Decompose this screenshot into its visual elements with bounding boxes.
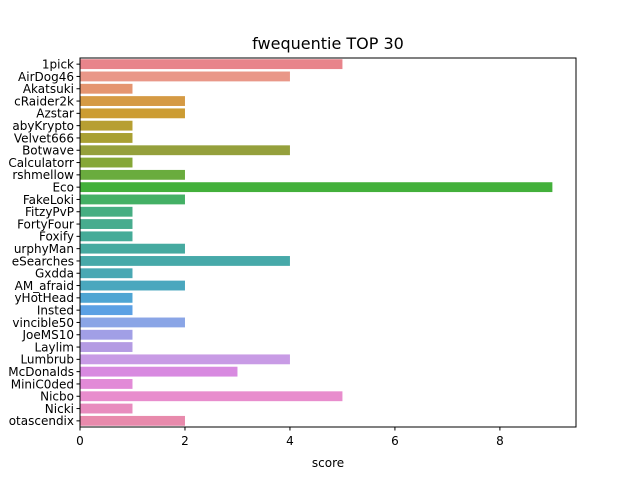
y-tick-label: Botwave [22, 144, 74, 158]
y-tick-label: MiniC0ded [11, 377, 74, 391]
bar-yhothead [80, 292, 133, 303]
bar-velvet666 [80, 133, 133, 143]
bar-urphyman [80, 243, 185, 254]
y-tick-label: Azstar [36, 107, 74, 121]
y-tick-label: Calculatorr [8, 156, 74, 170]
plot-frame [79, 57, 577, 428]
y-tick-label: FakeLoki [23, 193, 74, 207]
x-tick-label: 2 [181, 434, 189, 448]
bar-mcdonalds [80, 366, 238, 377]
y-tick-label: Velvet666 [14, 131, 74, 145]
bar-eco [80, 182, 553, 193]
bars-group [80, 59, 553, 426]
bar-botwave [80, 145, 290, 156]
y-tick-label: cRaider2k [14, 94, 74, 108]
bar-insted [80, 305, 133, 316]
bar-fakeloki [80, 194, 185, 205]
bar-foxify [80, 231, 133, 242]
x-axis-label: score [312, 456, 344, 470]
bar-esearches [80, 256, 290, 266]
bar-nicki [80, 403, 133, 414]
x-tick-label: 4 [286, 434, 294, 448]
bar-joems10 [80, 329, 133, 340]
bar-akatsuki [80, 83, 133, 94]
bar-gxdda [80, 268, 133, 279]
bar-fitzypvp [80, 206, 133, 217]
y-tick-label: urphyMan [14, 242, 74, 256]
bar-rshmellow [80, 169, 185, 180]
x-axis: 0 2 4 6 8 [76, 427, 504, 448]
bar-1pick [80, 59, 343, 70]
y-tick-label: AirDog46 [18, 70, 74, 84]
y-tick-label: Nicbo [40, 390, 74, 404]
y-tick-label: Lumbrub [20, 353, 74, 367]
bar-fortyfour [80, 219, 133, 229]
bar-craider2k [80, 96, 185, 106]
y-axis: 1pickAirDog46AkatsukicRaider2kAzstarabyK… [8, 57, 80, 428]
y-tick-label: Eco [52, 180, 74, 194]
x-tick-label: 8 [496, 434, 504, 448]
chart-title: fwequentie TOP 30 [252, 34, 404, 53]
bar-abykrypto [80, 120, 133, 131]
y-tick-label: otascendix [9, 414, 74, 428]
y-tick-label: abyKrypto [12, 119, 74, 133]
y-tick-label: JoeMS10 [21, 328, 74, 342]
bar-am-afraid [80, 280, 185, 291]
y-tick-label: AM_afraid [15, 279, 74, 293]
y-tick-label: yHotHead [14, 291, 74, 305]
bar-minic0ded [80, 379, 133, 389]
y-tick-label: Foxify [39, 230, 74, 244]
bar-calculatorr [80, 157, 133, 168]
bar-vincible50 [80, 317, 185, 328]
bar-nicbo [80, 391, 343, 402]
x-tick-label: 6 [391, 434, 399, 448]
y-tick-label: FortyFour [17, 217, 74, 231]
y-tick-label: FitzyPvP [25, 205, 74, 219]
y-tick-label: Insted [37, 303, 74, 317]
x-tick-label: 0 [76, 434, 84, 448]
y-tick-label: Gxdda [35, 267, 74, 281]
y-tick-label: Laylim [35, 340, 75, 354]
y-tick-label: Akatsuki [23, 82, 74, 96]
y-tick-label: vincible50 [12, 316, 74, 330]
bar-azstar [80, 108, 185, 119]
y-tick-label: rshmellow [12, 168, 74, 182]
y-tick-label: eSearches [12, 254, 74, 268]
y-tick-label: Nicki [45, 402, 74, 416]
bar-airdog46 [80, 71, 290, 82]
bar-lumbrub [80, 354, 290, 365]
bar-otascendix [80, 415, 185, 426]
y-tick-label: McDonalds [8, 365, 74, 379]
bar-laylim [80, 342, 133, 352]
y-tick-label: 1pick [42, 57, 74, 71]
